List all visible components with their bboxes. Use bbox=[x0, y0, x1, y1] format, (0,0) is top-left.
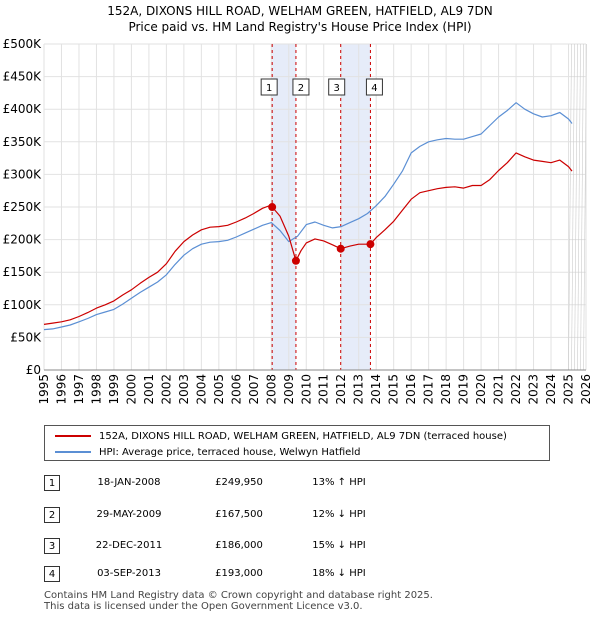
chart-title-line1: 152A, DIXONS HILL ROAD, WELHAM GREEN, HA… bbox=[107, 4, 493, 18]
forecast-hatch bbox=[574, 43, 578, 371]
sale-hpi-diff: 12% ↓ HPI bbox=[312, 509, 366, 520]
x-tick-label: 2007 bbox=[247, 374, 261, 405]
sale-date: 03-SEP-2013 bbox=[97, 568, 161, 579]
footer-line1: Contains HM Land Registry data © Crown c… bbox=[44, 590, 433, 601]
x-tick-label: 2004 bbox=[194, 374, 208, 405]
sale-hpi-diff: 15% ↓ HPI bbox=[312, 540, 366, 551]
y-tick-label: £500K bbox=[3, 37, 43, 51]
y-tick-label: £250K bbox=[3, 200, 43, 214]
x-tick-label: 2006 bbox=[229, 374, 243, 405]
legend-item-hpi: HPI: Average price, terraced house, Welw… bbox=[55, 445, 360, 459]
x-tick-label: 2022 bbox=[509, 374, 523, 405]
legend-label-property: 152A, DIXONS HILL ROAD, WELHAM GREEN, HA… bbox=[99, 430, 507, 442]
sale-marker-label: 4 bbox=[371, 83, 377, 94]
chart-title: 152A, DIXONS HILL ROAD, WELHAM GREEN, HA… bbox=[0, 3, 600, 35]
forecast-hatch bbox=[583, 43, 587, 371]
y-tick-label: £400K bbox=[3, 102, 43, 116]
y-tick-label: £0 bbox=[26, 363, 41, 377]
y-tick-label: £350K bbox=[3, 135, 43, 149]
y-tick-label: £300K bbox=[3, 167, 43, 181]
x-tick-label: 2020 bbox=[474, 374, 488, 405]
sale-price: £186,000 bbox=[215, 540, 263, 551]
x-tick-label: 2018 bbox=[439, 374, 453, 405]
chart-legend: 152A, DIXONS HILL ROAD, WELHAM GREEN, HA… bbox=[44, 425, 550, 461]
sale-row: 2 29-MAY-2009 £167,500 12% ↓ HPI bbox=[44, 507, 444, 525]
x-tick-label: 2005 bbox=[212, 374, 226, 405]
sale-date: 22-DEC-2011 bbox=[95, 540, 163, 551]
hpi-line bbox=[43, 102, 573, 331]
x-tick-label: 2003 bbox=[177, 374, 191, 405]
sale-price: £193,000 bbox=[215, 568, 263, 579]
x-tick-label: 2024 bbox=[544, 374, 558, 405]
x-tick-label: 2002 bbox=[159, 374, 173, 405]
sale-marker-badge bbox=[365, 78, 383, 96]
legend-swatch-hpi bbox=[55, 451, 91, 453]
sale-row: 4 03-SEP-2013 £193,000 18% ↓ HPI bbox=[44, 566, 444, 584]
legend-item-property: 152A, DIXONS HILL ROAD, WELHAM GREEN, HA… bbox=[55, 429, 507, 443]
chart-title-line2: Price paid vs. HM Land Registry's House … bbox=[128, 20, 472, 34]
legend-label-hpi: HPI: Average price, terraced house, Welw… bbox=[99, 446, 361, 458]
property-price-line bbox=[43, 152, 573, 325]
x-tick-label: 2019 bbox=[457, 374, 471, 405]
sale-marker-label: 1 bbox=[266, 83, 272, 94]
x-tick-label: 1996 bbox=[54, 374, 68, 405]
x-tick-label: 1995 bbox=[37, 374, 51, 405]
sale-row: 3 22-DEC-2011 £186,000 15% ↓ HPI bbox=[44, 538, 444, 556]
sale-number-badge: 1 bbox=[44, 475, 60, 491]
sale-date: 29-MAY-2009 bbox=[96, 509, 162, 520]
sale-marker-badge bbox=[328, 78, 346, 96]
x-tick-label: 2012 bbox=[334, 374, 348, 405]
sale-marker-badge bbox=[260, 78, 278, 96]
x-tick-label: 2021 bbox=[492, 374, 506, 405]
x-tick-label: 2011 bbox=[317, 374, 331, 405]
footer-notice: Contains HM Land Registry data © Crown c… bbox=[44, 590, 584, 612]
x-tick-label: 2009 bbox=[282, 374, 296, 405]
x-tick-label: 2000 bbox=[124, 374, 138, 405]
x-tick-label: 2023 bbox=[527, 374, 541, 405]
x-tick-label: 2026 bbox=[579, 374, 593, 405]
x-tick-label: 1999 bbox=[107, 374, 121, 405]
forecast-hatch bbox=[568, 43, 572, 371]
sale-marker-label: 3 bbox=[334, 83, 340, 94]
sale-number-badge: 3 bbox=[44, 538, 60, 554]
sale-point bbox=[291, 256, 300, 265]
sale-row: 1 18-JAN-2008 £249,950 13% ↑ HPI bbox=[44, 475, 444, 493]
x-tick-label: 2025 bbox=[562, 374, 576, 405]
sale-hpi-diff: 13% ↑ HPI bbox=[312, 477, 366, 488]
y-tick-label: £200K bbox=[3, 233, 43, 247]
y-tick-label: £50K bbox=[10, 330, 42, 344]
forecast-hatch bbox=[577, 43, 581, 371]
x-tick-label: 2008 bbox=[264, 374, 278, 405]
x-tick-label: 1997 bbox=[72, 374, 86, 405]
footer-line2: This data is licensed under the Open Gov… bbox=[44, 601, 363, 612]
sale-price: £249,950 bbox=[215, 477, 263, 488]
sale-marker-label: 2 bbox=[298, 83, 304, 94]
x-tick-label: 2016 bbox=[404, 374, 418, 405]
x-tick-label: 2014 bbox=[369, 374, 383, 405]
y-tick-label: £450K bbox=[3, 70, 43, 84]
x-tick-label: 1998 bbox=[89, 374, 103, 405]
y-tick-label: £100K bbox=[3, 298, 43, 312]
sale-point bbox=[336, 244, 345, 253]
sale-point bbox=[366, 240, 375, 249]
x-tick-label: 2010 bbox=[299, 374, 313, 405]
forecast-hatch bbox=[580, 43, 584, 371]
forecast-hatch bbox=[571, 43, 575, 371]
sale-number-badge: 2 bbox=[44, 507, 60, 523]
x-tick-label: 2001 bbox=[142, 374, 156, 405]
x-tick-label: 2013 bbox=[352, 374, 366, 405]
sale-price: £167,500 bbox=[215, 509, 263, 520]
sale-number-badge: 4 bbox=[44, 566, 60, 582]
sale-marker-badge bbox=[292, 78, 310, 96]
y-tick-label: £150K bbox=[3, 265, 43, 279]
sale-hpi-diff: 18% ↓ HPI bbox=[312, 568, 366, 579]
sale-point bbox=[268, 203, 277, 212]
sale-date: 18-JAN-2008 bbox=[97, 477, 161, 488]
x-tick-label: 2015 bbox=[387, 374, 401, 405]
price-chart: 1 2 3 4 £0 £50K £100K £150K £200K £250K £300K £350K… bbox=[3, 37, 593, 405]
x-tick-label: 2017 bbox=[422, 374, 436, 405]
legend-swatch-property bbox=[55, 435, 91, 437]
